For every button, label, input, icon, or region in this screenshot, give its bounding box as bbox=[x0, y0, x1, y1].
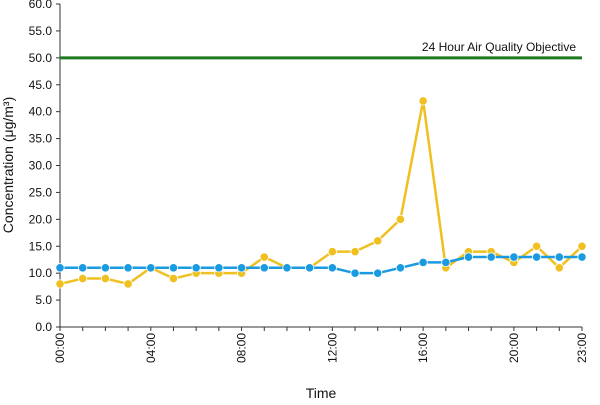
series-1-point bbox=[100, 273, 110, 284]
objective-group: 24 Hour Air Quality Objective bbox=[60, 40, 582, 60]
objective-label: 24 Hour Air Quality Objective bbox=[422, 40, 576, 54]
series-2-point bbox=[236, 263, 247, 273]
series-2-point bbox=[532, 252, 542, 262]
series-2-point bbox=[168, 263, 179, 273]
x-tick-label: 12:00 bbox=[325, 333, 339, 363]
series-2-point bbox=[486, 252, 496, 262]
x-axis-title: Time bbox=[306, 385, 337, 400]
series-1-point bbox=[259, 252, 269, 262]
y-tick-label: 20.0 bbox=[29, 212, 53, 226]
series-group bbox=[55, 96, 587, 289]
y-axis-title: Concentration (μg/m³) bbox=[0, 97, 16, 233]
series-2-point bbox=[123, 263, 133, 273]
series-1-point bbox=[168, 273, 179, 284]
series-2-point bbox=[191, 263, 201, 273]
series-2-point bbox=[350, 268, 360, 278]
series-2-point bbox=[509, 252, 519, 262]
x-tick-label: 08:00 bbox=[235, 333, 249, 363]
series-1-point bbox=[327, 247, 337, 257]
series-2-point bbox=[327, 263, 337, 273]
series-2-point bbox=[100, 263, 110, 273]
y-ticks: 0.0 5.0 10.0 15.0 20.0 25.0 30.0 35.0 40.0 45.0 50… bbox=[29, 0, 60, 334]
series-2-point bbox=[305, 263, 315, 273]
series-2-point bbox=[463, 252, 474, 262]
y-tick-label: 25.0 bbox=[29, 185, 53, 199]
y-tick-label: 45.0 bbox=[29, 78, 53, 92]
series-2-point bbox=[214, 263, 224, 273]
series-2 bbox=[55, 252, 587, 278]
series-1-point bbox=[350, 247, 360, 257]
series-1 bbox=[55, 96, 587, 289]
series-1-point bbox=[373, 236, 383, 246]
series-2-point bbox=[395, 263, 406, 273]
series-1-point bbox=[532, 241, 542, 251]
series-1-point bbox=[78, 273, 88, 284]
series-2-point bbox=[441, 257, 451, 267]
series-2-point bbox=[55, 263, 65, 273]
series-1-point bbox=[55, 279, 65, 289]
series-2-point bbox=[78, 263, 88, 273]
y-tick-label: 10.0 bbox=[29, 266, 53, 280]
series-1-point bbox=[123, 279, 133, 289]
y-tick-label: 35.0 bbox=[29, 132, 53, 146]
x-tick-label: 23:00 bbox=[575, 333, 589, 363]
series-2-point bbox=[373, 268, 383, 278]
x-tick-label: 00:00 bbox=[53, 333, 67, 363]
y-tick-label: 60.0 bbox=[29, 0, 53, 11]
x-tick-label: 16:00 bbox=[416, 333, 430, 363]
series-2-point bbox=[146, 263, 156, 273]
y-tick-label: 50.0 bbox=[29, 51, 53, 65]
series-2-point bbox=[554, 252, 564, 262]
series-1-point bbox=[418, 96, 428, 106]
series-2-point bbox=[418, 257, 428, 267]
series-1-point bbox=[554, 263, 564, 273]
y-tick-label: 15.0 bbox=[29, 239, 53, 253]
series-1-point bbox=[395, 214, 406, 224]
y-tick-label: 40.0 bbox=[29, 105, 53, 119]
y-tick-label: 5.0 bbox=[35, 293, 52, 307]
y-tick-label: 0.0 bbox=[35, 320, 52, 334]
series-1-point bbox=[577, 241, 587, 251]
series-2-point bbox=[259, 263, 269, 273]
series-2-point bbox=[282, 263, 292, 273]
x-tick-label: 20:00 bbox=[507, 333, 521, 363]
y-tick-label: 55.0 bbox=[29, 24, 53, 38]
y-tick-label: 30.0 bbox=[29, 159, 53, 173]
x-tick-label: 04:00 bbox=[144, 333, 158, 363]
x-ticks: 00:00 04:00 08:00 12:00 16:00 20:00 23:00 bbox=[53, 327, 589, 363]
series-2-point bbox=[577, 252, 587, 262]
